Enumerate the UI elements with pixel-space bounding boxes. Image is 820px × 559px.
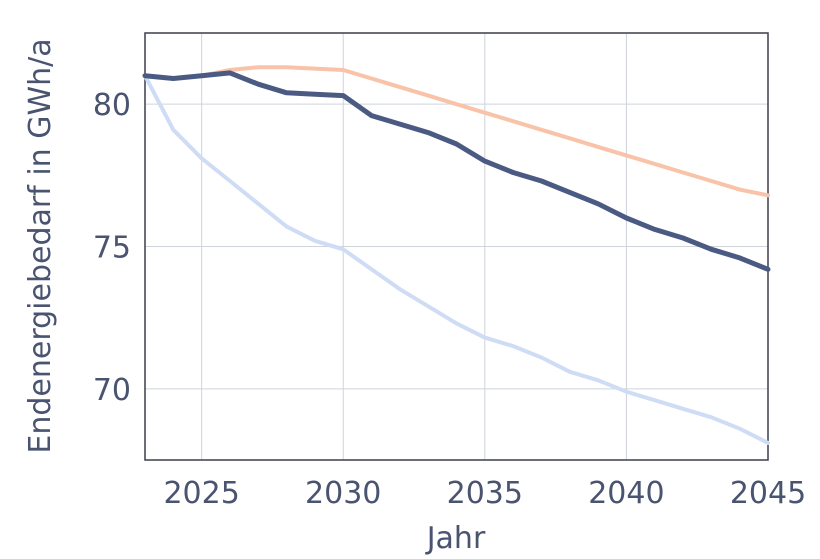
x-tick-label: 2030 <box>305 476 381 511</box>
x-tick-label: 2025 <box>163 476 239 511</box>
series-lines <box>142 65 771 445</box>
x-axis-ticks: 2025 2030 2035 2040 2045 <box>163 476 806 511</box>
y-axis-ticks: 70 75 80 <box>93 88 131 408</box>
y-tick-label: 70 <box>93 373 131 408</box>
plot-area-frame <box>144 32 769 461</box>
series-line-1 <box>143 65 770 198</box>
x-tick-label: 2045 <box>730 476 806 511</box>
grid <box>145 33 769 460</box>
x-tick-label: 2040 <box>588 476 664 511</box>
x-axis-title: Jahr <box>425 521 486 556</box>
y-axis-title: Endenergiebedarf in GWh/a <box>23 38 58 453</box>
y-tick-label: 80 <box>93 88 131 123</box>
x-tick-label: 2035 <box>447 476 523 511</box>
series-line-3 <box>143 73 770 445</box>
y-tick-label: 75 <box>93 231 131 266</box>
series-line-2 <box>142 70 771 272</box>
